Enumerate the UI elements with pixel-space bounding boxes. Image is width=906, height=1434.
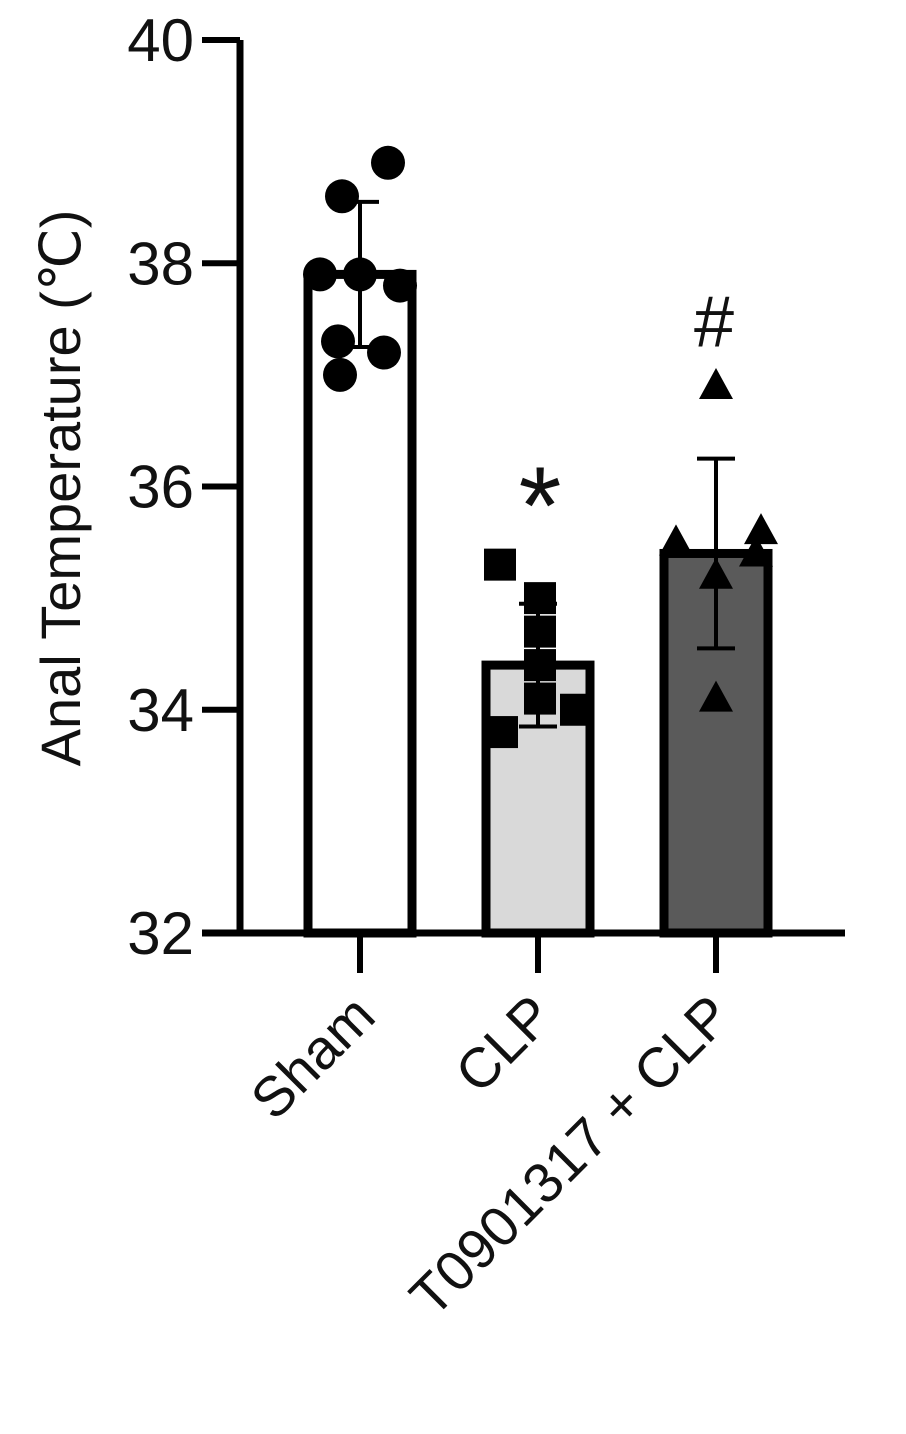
data-point-1-1 [371, 145, 405, 180]
category-label-2: CLP [443, 983, 565, 1105]
category-label-1: Sham [238, 983, 386, 1131]
data-point-3-6 [699, 680, 733, 712]
data-point-2-3 [524, 615, 556, 648]
y-tick-label-34: 34 [127, 677, 194, 744]
data-point-1-4 [343, 257, 377, 292]
y-tick-label-38: 38 [127, 230, 194, 297]
axes-layer [202, 37, 845, 973]
data-point-2-4 [524, 649, 556, 682]
data-point-1-7 [367, 335, 401, 370]
data-point-3-2 [744, 513, 778, 545]
significance-marker-2: * [519, 445, 562, 568]
significance-marker-3: # [694, 283, 734, 363]
data-point-2-1 [484, 548, 516, 581]
data-point-1-8 [323, 357, 357, 392]
y-tick-label-32: 32 [127, 900, 194, 967]
data-point-3-4 [739, 535, 773, 567]
data-point-3-5 [699, 557, 733, 589]
data-point-2-5 [524, 682, 556, 715]
data-point-3-1 [699, 368, 733, 400]
data-point-1-6 [321, 324, 355, 359]
data-point-1-3 [303, 257, 337, 292]
data-point-1-5 [383, 268, 417, 303]
y-tick-label-40: 40 [127, 7, 194, 74]
y-tick-label-36: 36 [127, 454, 194, 521]
data-point-2-6 [560, 693, 592, 726]
y-axis-label: Anal Temperature (℃) [29, 210, 92, 767]
data-point-2-2 [524, 582, 556, 615]
data-points-layer [303, 145, 778, 749]
data-point-3-3 [659, 524, 693, 556]
data-point-2-7 [486, 716, 518, 749]
category-label-3: T0901317 + CLP [397, 983, 742, 1328]
data-point-1-2 [325, 179, 359, 214]
